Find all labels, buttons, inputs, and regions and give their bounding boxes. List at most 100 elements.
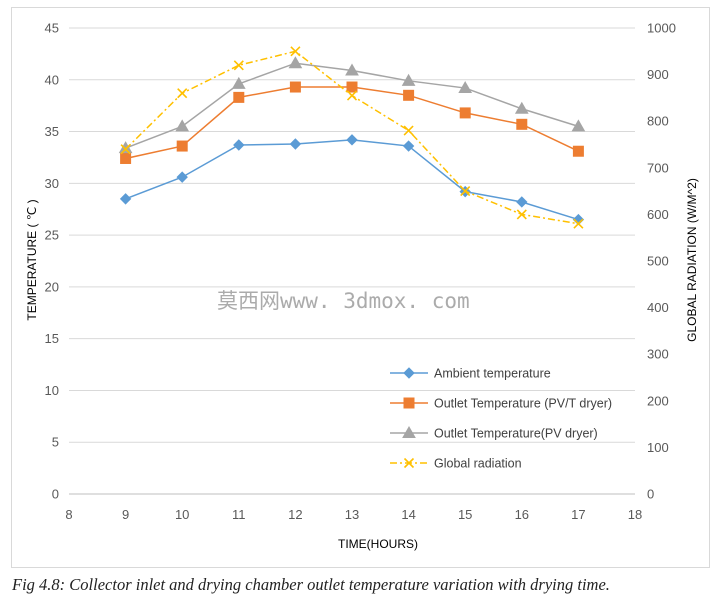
line-chart: 8 9 10 11 12 13 14 15 16 17 18 051015202530354045 … <box>25 21 699 552</box>
data-point-stroke <box>460 186 471 197</box>
legend-marker <box>403 397 415 409</box>
x-axis-title: TIME(HOURS) <box>338 537 418 551</box>
y2-tick-label: 800 <box>647 114 669 129</box>
data-point <box>460 186 471 197</box>
data-point <box>571 119 586 132</box>
y2-tick-label: 200 <box>647 393 669 408</box>
data-point <box>401 73 416 86</box>
y-tick-label: 15 <box>45 331 59 346</box>
y2-tick-label: 900 <box>647 67 669 82</box>
data-point <box>118 141 133 154</box>
data-point <box>346 134 358 146</box>
data-point <box>175 119 190 132</box>
y-tick-label: 5 <box>52 435 59 450</box>
data-point <box>177 88 188 99</box>
data-point-stroke <box>120 144 131 155</box>
data-point <box>514 101 529 114</box>
data-point <box>402 140 415 152</box>
data-point <box>120 152 132 164</box>
legend-marker <box>402 425 416 438</box>
data-point-stroke <box>233 60 244 71</box>
y2-tick-label: 300 <box>647 347 669 362</box>
data-point-stroke <box>177 88 188 99</box>
data-point-stroke <box>403 125 414 136</box>
y2-tick-label: 1000 <box>647 21 676 36</box>
data-point <box>572 145 584 157</box>
x-tick-label: 12 <box>288 507 302 522</box>
data-point <box>231 76 246 89</box>
data-point <box>458 81 473 94</box>
data-point <box>403 89 415 101</box>
x-tick-label: 14 <box>401 507 415 522</box>
y-axis-ticks: 0 5 10 15 20 25 30 35 40 45 <box>45 21 59 502</box>
x-tick-label: 17 <box>571 507 585 522</box>
figure-caption: Fig 4.8: Collector inlet and drying cham… <box>12 575 610 594</box>
data-point <box>345 63 359 76</box>
y-tick-label: 25 <box>45 228 59 243</box>
y2-tick-label: 500 <box>647 254 669 269</box>
data-point <box>120 144 131 155</box>
data-point-stroke <box>290 46 301 57</box>
data-point <box>176 140 188 152</box>
data-point <box>288 56 303 69</box>
watermark-text: 莫西网www. 3dmox. com <box>217 289 470 313</box>
x-tick-label: 9 <box>122 507 129 522</box>
data-point <box>516 118 528 130</box>
y-tick-label: 40 <box>45 72 59 87</box>
x-tick-label: 16 <box>515 507 529 522</box>
data-series <box>118 46 586 229</box>
series-3 <box>120 46 584 229</box>
legend-label: Outlet Temperature (PV/T dryer) <box>434 397 612 411</box>
series-line <box>125 139 579 221</box>
y-tick-label: 45 <box>45 21 59 36</box>
y-tick-label: 30 <box>45 176 59 191</box>
legend-marker-stroke <box>403 457 415 469</box>
series-0 <box>119 134 585 226</box>
data-point <box>516 209 527 220</box>
data-point-stroke <box>346 90 358 101</box>
series-line <box>125 86 579 160</box>
x-axis-ticks: 8 9 10 11 12 13 14 15 16 17 18 <box>65 507 642 522</box>
y2-tick-label: 700 <box>647 160 669 175</box>
y2-tick-label: 100 <box>647 440 669 455</box>
legend-marker <box>403 367 415 379</box>
y2-axis-title: GLOBAL RADIATION (W/M^2) <box>685 178 699 342</box>
data-point <box>290 46 301 57</box>
data-point <box>459 107 471 119</box>
x-tick-label: 10 <box>175 507 189 522</box>
y2-tick-label: 0 <box>647 487 654 502</box>
x-tick-label: 15 <box>458 507 472 522</box>
x-tick-label: 11 <box>232 507 246 522</box>
y-axis-title: TEMPERATURE ( ℃ ) <box>25 199 39 320</box>
data-point-stroke <box>516 209 527 220</box>
data-point <box>573 218 584 229</box>
y-tick-label: 10 <box>45 383 59 398</box>
y-tick-label: 0 <box>52 487 59 502</box>
legend-marker <box>403 457 415 469</box>
x-tick-label: 18 <box>628 507 642 522</box>
data-point <box>176 171 188 183</box>
series-2 <box>118 56 586 154</box>
gridlines <box>69 27 635 443</box>
data-point <box>233 60 244 71</box>
x-tick-label: 13 <box>345 507 359 522</box>
legend-label: Ambient temperature <box>434 367 551 381</box>
data-point <box>403 125 414 136</box>
chart-frame: 8 9 10 11 12 13 14 15 16 17 18 0 5 10 15 20 25 30 35 40 45 … <box>11 7 710 568</box>
legend-label: Outlet Temperature(PV dryer) <box>434 427 598 441</box>
y-tick-label: 35 <box>45 124 59 139</box>
data-point <box>119 193 132 205</box>
y2-tick-label: 600 <box>647 207 669 222</box>
data-point <box>346 81 358 93</box>
data-point <box>346 90 358 101</box>
series-1 <box>120 81 584 164</box>
data-point <box>289 138 302 150</box>
y2-axis-ticks: 0 100 200 300 400 500 600 700 800 900 1000 <box>647 21 676 502</box>
data-point <box>516 196 528 208</box>
legend: Ambient temperature Outlet Temperature (P… <box>390 367 612 471</box>
data-point <box>289 81 301 93</box>
y2-tick-label: 400 <box>647 300 669 315</box>
legend-label: Global radiation <box>434 457 522 471</box>
data-point <box>233 139 245 151</box>
x-tick-label: 8 <box>65 507 72 522</box>
